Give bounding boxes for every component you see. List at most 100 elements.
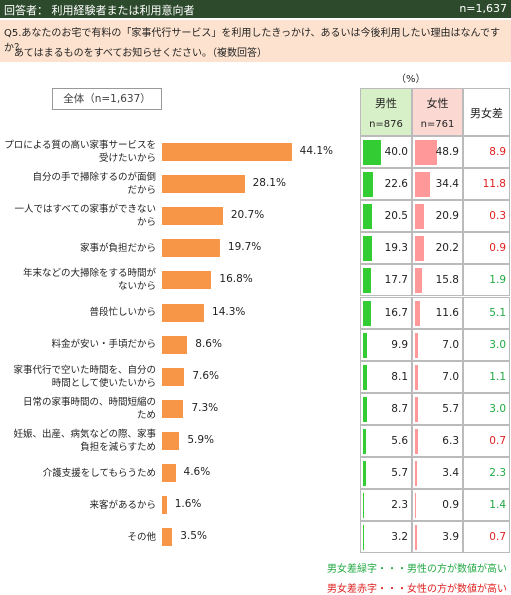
cell-value: 0.7 [489, 434, 506, 447]
table-cell: 3.2 [360, 521, 412, 554]
table-cell: 11.6 [412, 296, 463, 329]
note: 男女差緑字・・・男性の方が数値が高い [327, 564, 507, 575]
cell-value: 17.7 [384, 274, 408, 287]
column-n: n=761 [420, 119, 455, 130]
table-cell: 15.8 [412, 264, 463, 297]
table-cell: 2.3 [360, 489, 412, 522]
cell-value: 8.7 [391, 402, 408, 415]
value-label: 7.6% [192, 369, 220, 382]
bar [162, 175, 245, 194]
cell-value: 5.1 [489, 306, 506, 319]
table-cell: 0.3 [463, 200, 510, 233]
cell-value: 0.9 [489, 242, 506, 255]
category-label: 普段忙しいから [89, 307, 156, 319]
subtitle-box: 全体（n=1,637） [52, 88, 162, 110]
mini-bar [415, 236, 425, 262]
mini-bar [363, 172, 374, 198]
bar [162, 528, 173, 547]
table-cell: 17.7 [360, 264, 412, 297]
cell-value: 5.6 [391, 434, 408, 447]
bar [162, 431, 180, 450]
mini-bar [415, 428, 418, 454]
table-cell: 20.5 [360, 200, 412, 233]
table-cell: 9.9 [360, 328, 412, 361]
table-header: 男性 n=876 [360, 88, 412, 136]
bar [162, 143, 292, 162]
value-label: 44.1% [299, 145, 333, 158]
table-header: 男女差 [463, 88, 510, 136]
cell-value: 5.7 [391, 467, 408, 480]
bar [162, 303, 205, 322]
mini-bar [363, 140, 381, 166]
category-label: 家事が負担だから [79, 242, 156, 254]
question-box: Q5.あなたのお宅で有料の「家事代行サービス」を利用したきっかけ、あるいは今後利… [0, 20, 511, 62]
mini-bar [363, 268, 371, 294]
column-n: n=876 [369, 119, 403, 130]
value-label: 1.6% [174, 498, 202, 511]
table-cell: 3.9 [412, 521, 463, 554]
bar [162, 399, 184, 418]
bar [162, 367, 185, 386]
category-label: 一人ではすべての家事ができない から [14, 204, 156, 229]
mini-bar [415, 364, 419, 390]
value-label: 3.5% [180, 530, 207, 543]
mini-bar [363, 461, 366, 487]
mini-bar [415, 204, 425, 230]
cell-value: 5.7 [442, 402, 459, 415]
note: 男女差赤字・・・女性の方が数値が高い [327, 584, 507, 595]
table-cell: 19.3 [360, 232, 412, 265]
cell-value: 8.1 [391, 370, 408, 383]
cell-value: 9.9 [391, 338, 408, 351]
table-cell: 5.6 [360, 424, 412, 457]
cell-value: 0.9 [442, 499, 459, 512]
table-cell: 3.0 [463, 328, 510, 361]
bar [162, 496, 167, 515]
mini-bar [415, 300, 421, 326]
value-label: 19.7% [227, 241, 262, 254]
header-bar: 回答者： 利用経験者または利用意向者 n=1,637 [0, 0, 511, 18]
cell-value: 19.3 [384, 242, 408, 255]
cell-value: 0.7 [489, 531, 506, 544]
mini-bar [415, 396, 418, 422]
mini-bar [415, 140, 437, 166]
category-label: 妊娠、出産、病気などの際、家事 負担を減らすため [13, 428, 156, 453]
question-line: あてはまるものをすべてお知らせください。（複数回答） [14, 48, 267, 59]
mini-bar [363, 300, 371, 326]
cell-value: 11.6 [435, 306, 459, 319]
cell-value: 22.6 [384, 178, 408, 191]
cell-value: 3.0 [489, 402, 506, 415]
table-cell: 8.9 [463, 136, 510, 169]
cell-value: 40.0 [384, 146, 408, 159]
table-cell: 0.9 [412, 489, 463, 522]
mini-bar [363, 364, 367, 390]
cell-value: 2.3 [489, 467, 506, 480]
mini-bar [363, 332, 368, 358]
cell-value: 20.9 [435, 210, 459, 223]
table-cell: 0.7 [463, 424, 510, 457]
table-cell: 1.9 [463, 264, 510, 297]
table-cell: 7.0 [412, 328, 463, 361]
category-label: 来客があるから [89, 499, 156, 511]
mini-bar [363, 428, 366, 454]
bar [162, 271, 212, 290]
question-line: Q5.あなたのお宅で有料の「家事代行サービス」を利用したきっかけ、あるいは今後利… [4, 28, 501, 54]
table-cell: 40.0 [360, 136, 412, 169]
unit-label: （%） [396, 74, 426, 85]
column-name: 男女差 [470, 107, 503, 120]
table-cell: 8.1 [360, 360, 412, 393]
bar [162, 239, 220, 258]
table-cell: 1.4 [463, 489, 510, 522]
mini-bar [363, 525, 365, 551]
category-label: 自分の手で掃除するのが面倒 だから [32, 172, 156, 197]
sample-size: n=1,637 [459, 2, 507, 15]
mini-bar [415, 525, 417, 551]
table-cell: 20.9 [412, 200, 463, 233]
category-label: 日常の家事時間の、時間短縮の ため [22, 396, 156, 421]
mini-bar [363, 493, 365, 519]
cell-value: 20.5 [384, 210, 408, 223]
bar [162, 335, 188, 354]
cell-value: 1.9 [489, 274, 506, 287]
cell-value: 1.4 [489, 499, 506, 512]
table-cell: 8.7 [360, 392, 412, 425]
